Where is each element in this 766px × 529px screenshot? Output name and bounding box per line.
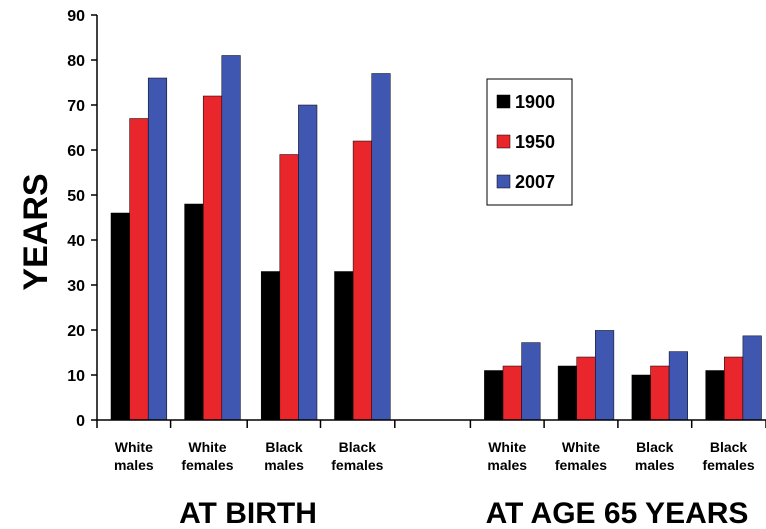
bar-2007-2 xyxy=(298,104,318,421)
bar-1900-5 xyxy=(557,365,577,421)
x-category-label: males xyxy=(114,457,154,473)
x-category-label: Black xyxy=(339,439,377,455)
x-category-label: males xyxy=(487,457,527,473)
y-tick-label: 10 xyxy=(67,368,85,385)
x-category-label: females xyxy=(702,457,754,473)
bar-2007-6 xyxy=(668,351,688,421)
y-tick-label: 30 xyxy=(67,278,85,295)
x-category-label: Black xyxy=(636,439,674,455)
y-tick-label: 40 xyxy=(67,233,85,250)
bar-1900-2 xyxy=(260,271,281,421)
bar-1950-0 xyxy=(129,118,149,421)
bar-1950-1 xyxy=(202,95,223,421)
category-labels: White males White females Black males Black fem… xyxy=(114,439,755,473)
bar-1900-6 xyxy=(631,374,651,421)
y-axis-label: YEARS xyxy=(17,173,55,290)
bar-1900-3 xyxy=(334,271,354,421)
bar-1900-1 xyxy=(184,203,204,421)
x-category-label: White xyxy=(115,439,153,455)
bar-2007-1 xyxy=(221,55,241,421)
group-labels: AT BIRTH AT AGE 65 YEARS xyxy=(179,497,748,529)
group-label: AT AGE 65 YEARS xyxy=(486,497,749,529)
bar-1950-7 xyxy=(724,356,744,421)
bar-2007-3 xyxy=(371,73,391,421)
bar-2007-0 xyxy=(147,77,168,421)
bar-1950-2 xyxy=(279,154,299,421)
x-category-label: females xyxy=(331,457,383,473)
x-category-label: females xyxy=(555,457,607,473)
legend-swatch-1900 xyxy=(496,94,511,109)
x-category-label: White xyxy=(188,439,226,455)
y-tick-label: 0 xyxy=(76,413,85,430)
group-label: AT BIRTH xyxy=(179,497,317,529)
legend-swatch-2007 xyxy=(496,174,511,189)
bar-1900-7 xyxy=(705,370,725,421)
bar-1950-4 xyxy=(502,365,522,421)
x-category-label: Black xyxy=(710,439,748,455)
y-tick-label: 80 xyxy=(67,53,85,70)
bar-1950-5 xyxy=(576,356,596,421)
x-category-label: males xyxy=(264,457,304,473)
y-tick-label: 60 xyxy=(67,143,85,160)
bar-1950-6 xyxy=(650,365,670,421)
x-category-label: White xyxy=(562,439,600,455)
y-tick-label: 70 xyxy=(67,98,85,115)
bar-2007-5 xyxy=(595,330,615,421)
bar-1900-0 xyxy=(110,212,130,421)
bar-2007-4 xyxy=(521,342,541,421)
series-1950 xyxy=(129,95,744,421)
bar-2007-7 xyxy=(742,335,762,421)
bar-series xyxy=(110,55,762,421)
legend-label-1950: 1950 xyxy=(515,132,555,152)
bar-1900-4 xyxy=(484,370,504,421)
bar-1950-3 xyxy=(352,140,372,421)
y-tick-label: 90 xyxy=(67,8,85,25)
x-category-label: males xyxy=(635,457,675,473)
legend-swatch-1950 xyxy=(496,134,511,149)
series-1900 xyxy=(110,203,725,421)
legend-label-1900: 1900 xyxy=(515,92,555,112)
x-category-label: White xyxy=(488,439,526,455)
y-axis-ticks: 0 10 20 30 40 50 60 70 80 90 xyxy=(67,8,97,430)
axes xyxy=(96,15,766,428)
y-tick-label: 50 xyxy=(67,188,85,205)
y-tick-label: 20 xyxy=(67,323,85,340)
legend-label-2007: 2007 xyxy=(515,172,555,192)
series-2007 xyxy=(147,55,762,421)
legend: 1900 1950 2007 xyxy=(486,78,573,206)
x-category-label: females xyxy=(181,457,233,473)
x-category-label: Black xyxy=(265,439,303,455)
